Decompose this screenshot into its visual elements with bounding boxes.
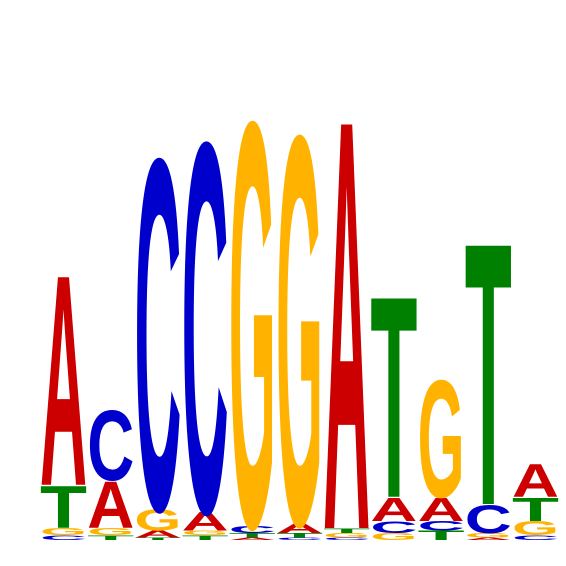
svg-text:C: C <box>229 524 276 535</box>
svg-text:G: G <box>87 526 134 537</box>
svg-text:G: G <box>276 20 323 566</box>
logo-letter-c-pos-2: C <box>87 389 134 502</box>
svg-text:G: G <box>323 532 370 539</box>
svg-text:T: T <box>229 532 276 539</box>
svg-text:A: A <box>229 537 276 541</box>
svg-text:C: C <box>323 537 370 541</box>
logo-letter-g-pos-6: G <box>276 20 323 566</box>
logo-letter-a-pos-3: A <box>134 529 181 540</box>
logo-letter-g-pos-10: G <box>465 532 512 539</box>
logo-letter-c-pos-10: C <box>465 497 512 542</box>
svg-text:A: A <box>40 212 87 549</box>
svg-text:T: T <box>182 534 229 541</box>
svg-text:G: G <box>512 517 559 540</box>
svg-text:G: G <box>182 529 229 536</box>
logo-letter-c-pos-5: C <box>229 524 276 535</box>
logo-letter-c-pos-6: C <box>276 537 323 541</box>
svg-text:A: A <box>276 521 323 536</box>
svg-text:T: T <box>323 527 370 534</box>
logo-letter-t-pos-4: T <box>182 534 229 541</box>
svg-text:A: A <box>323 0 370 566</box>
svg-text:A: A <box>465 537 512 541</box>
svg-text:A: A <box>87 467 134 542</box>
logo-letter-t-pos-10: T <box>465 166 512 566</box>
logo-letter-a-pos-5: A <box>229 537 276 541</box>
logo-letter-c-pos-1: C <box>40 534 87 542</box>
svg-text:T: T <box>465 166 512 566</box>
logo-letter-g-pos-7: G <box>323 532 370 539</box>
logo-letter-t-pos-7: T <box>323 527 370 534</box>
logo-letter-c-pos-7: C <box>323 537 370 541</box>
svg-text:G: G <box>229 2 276 566</box>
svg-text:G: G <box>465 532 512 539</box>
logo-letter-a-pos-7: A <box>323 0 370 566</box>
logo-letter-c-pos-11: C <box>512 534 559 542</box>
logo-letter-a-pos-6: A <box>276 521 323 536</box>
logo-letter-a-pos-4: A <box>182 506 229 536</box>
svg-text:C: C <box>182 31 229 566</box>
svg-text:G: G <box>418 345 465 533</box>
svg-text:C: C <box>40 534 87 542</box>
logo-letter-a-pos-8: A <box>370 490 417 528</box>
svg-text:T: T <box>40 473 87 541</box>
svg-text:T: T <box>87 534 134 541</box>
logo-letter-a-pos-9: A <box>418 490 465 528</box>
logo-letter-t-pos-9: T <box>418 528 465 543</box>
svg-text:T: T <box>134 537 181 541</box>
logo-letter-a-pos-11: A <box>512 455 559 507</box>
svg-text:C: C <box>512 534 559 542</box>
logo-letter-t-pos-5: T <box>229 532 276 539</box>
svg-text:T: T <box>370 236 417 558</box>
logo-letter-g-pos-9: G <box>418 345 465 533</box>
logo-letter-g-pos-1: G <box>40 526 87 537</box>
logo-letter-a-pos-1: A <box>40 212 87 549</box>
logo-letter-a-pos-10: A <box>465 537 512 541</box>
svg-text:T: T <box>512 490 559 528</box>
svg-text:A: A <box>134 529 181 540</box>
logo-letter-g-pos-8: G <box>370 531 417 542</box>
logo-letter-g-pos-4: G <box>182 529 229 536</box>
svg-text:T: T <box>276 532 323 539</box>
svg-text:T: T <box>418 528 465 543</box>
svg-text:C: C <box>87 389 134 502</box>
logo-letter-c-pos-8: C <box>370 518 417 537</box>
svg-text:C: C <box>276 537 323 541</box>
svg-text:G: G <box>134 504 181 537</box>
svg-text:C: C <box>418 518 465 533</box>
logo-letter-t-pos-1: T <box>40 473 87 541</box>
logo-letter-c-pos-9: C <box>418 518 465 533</box>
logo-letter-c-pos-3: C <box>134 53 181 566</box>
logo-letter-g-pos-3: G <box>134 504 181 537</box>
svg-text:G: G <box>370 531 417 542</box>
logo-letter-g-pos-5: G <box>229 2 276 566</box>
logo-letter-c-pos-4: C <box>182 31 229 566</box>
logo-letter-t-pos-3: T <box>134 537 181 541</box>
svg-text:A: A <box>370 490 417 528</box>
svg-text:G: G <box>40 526 87 537</box>
logo-letter-g-pos-2: G <box>87 526 134 537</box>
logo-letter-t-pos-8: T <box>370 236 417 558</box>
logo-letter-t-pos-11: T <box>512 490 559 528</box>
svg-text:A: A <box>418 490 465 528</box>
svg-text:C: C <box>465 497 512 542</box>
logo-letter-t-pos-6: T <box>276 532 323 539</box>
svg-text:C: C <box>134 53 181 566</box>
svg-text:A: A <box>182 506 229 536</box>
logo-letter-g-pos-11: G <box>512 517 559 540</box>
logo-letter-a-pos-2: A <box>87 467 134 542</box>
logo-letter-t-pos-2: T <box>87 534 134 541</box>
svg-text:A: A <box>512 455 559 507</box>
svg-text:C: C <box>370 518 417 537</box>
